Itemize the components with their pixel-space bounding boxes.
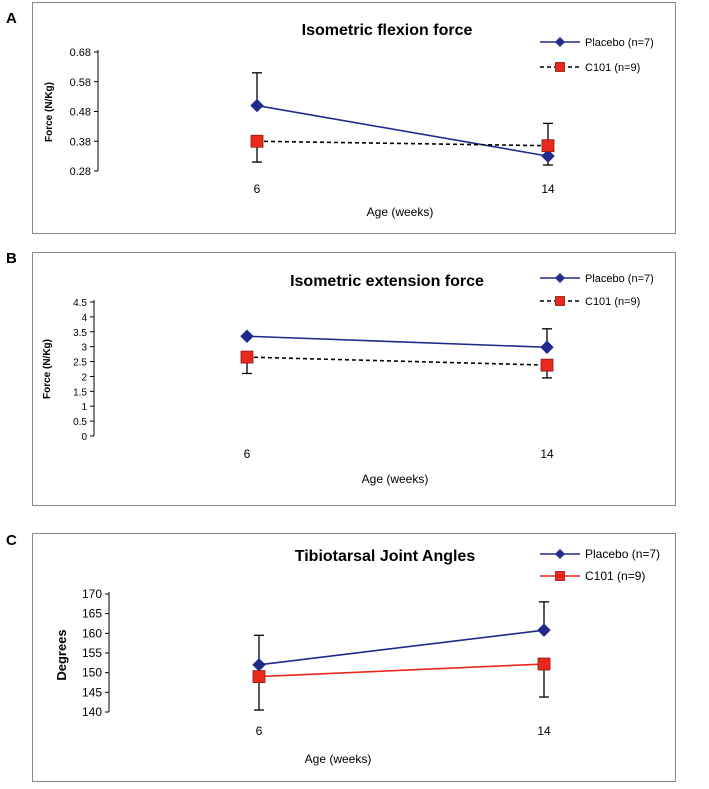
legend-marker (555, 273, 565, 283)
series-line (256, 104, 549, 157)
legend-marker (555, 296, 565, 306)
data-point (537, 623, 551, 637)
legend-marker (555, 571, 565, 581)
y-tick-label: 1.5 (73, 387, 87, 398)
data-point (240, 329, 254, 343)
chart-title: Isometric flexion force (302, 22, 473, 39)
legend-label: C101 (n=9) (585, 296, 640, 308)
y-tick-label: 0.58 (70, 77, 91, 89)
y-tick-label: 170 (82, 587, 102, 601)
x-axis-label: Age (weeks) (367, 205, 434, 219)
y-tick-label: 3 (81, 343, 87, 354)
legend-marker (555, 549, 565, 559)
y-axis-label: Force (N/Kg) (42, 339, 53, 399)
series-line (246, 335, 548, 349)
legend-label: C101 (n=9) (585, 62, 640, 74)
y-tick-label: 0.68 (70, 47, 91, 59)
panel-label-a: A (6, 10, 17, 27)
chart-b-frame (32, 252, 676, 506)
y-tick-label: 2 (81, 372, 87, 383)
x-axis-label: Age (weeks) (305, 752, 372, 766)
y-tick-label: 0.5 (73, 417, 87, 428)
data-point (540, 340, 554, 354)
panel-label-b: B (6, 250, 17, 267)
y-tick-label: 0.48 (70, 107, 91, 119)
chart-c-frame (32, 533, 676, 782)
x-tick-label: 6 (256, 724, 263, 738)
y-tick-label: 140 (82, 705, 102, 719)
data-point (250, 134, 264, 148)
data-point (252, 670, 266, 683)
y-tick-label: 150 (82, 666, 102, 680)
data-point (541, 149, 555, 163)
x-axis-label: Age (weeks) (362, 472, 429, 486)
data-point (541, 139, 555, 153)
y-axis-label: Force (N/Kg) (44, 82, 55, 142)
legend-label: Placebo (n=7) (585, 547, 660, 561)
data-point (250, 98, 264, 113)
y-tick-label: 160 (82, 626, 102, 640)
panel-label-c: C (6, 532, 17, 549)
x-tick-label: 14 (537, 724, 551, 738)
y-tick-label: 165 (82, 607, 102, 621)
y-tick-label: 3.5 (73, 328, 87, 339)
data-point (537, 657, 551, 671)
series-line (246, 356, 548, 366)
y-tick-label: 0.28 (70, 166, 91, 178)
y-tick-label: 145 (82, 685, 102, 699)
x-tick-label: 6 (244, 447, 251, 461)
y-tick-label: 1 (81, 402, 87, 413)
y-tick-label: 0 (81, 432, 87, 443)
legend-label: Placebo (n=7) (585, 273, 654, 285)
y-axis-label: Degrees (54, 629, 69, 680)
y-tick-label: 155 (82, 646, 102, 660)
x-tick-label: 6 (254, 182, 261, 196)
y-tick-label: 4.5 (73, 298, 87, 309)
legend-marker (555, 37, 565, 47)
x-tick-label: 14 (541, 182, 555, 196)
legend-label: Placebo (n=7) (585, 37, 654, 49)
series-line (258, 663, 545, 678)
legend-marker (555, 62, 565, 72)
chart-title: Tibiotarsal Joint Angles (295, 548, 476, 565)
y-tick-label: 2.5 (73, 358, 87, 369)
chart-a-frame (32, 2, 676, 234)
y-tick-label: 4 (81, 313, 87, 324)
data-point (540, 358, 554, 372)
y-tick-label: 0.38 (70, 136, 91, 148)
legend-label: C101 (n=9) (585, 569, 645, 583)
chart-title: Isometric extension force (290, 273, 484, 290)
series-line (258, 629, 545, 666)
x-tick-label: 14 (540, 447, 554, 461)
data-point (252, 658, 266, 672)
data-point (240, 350, 254, 364)
